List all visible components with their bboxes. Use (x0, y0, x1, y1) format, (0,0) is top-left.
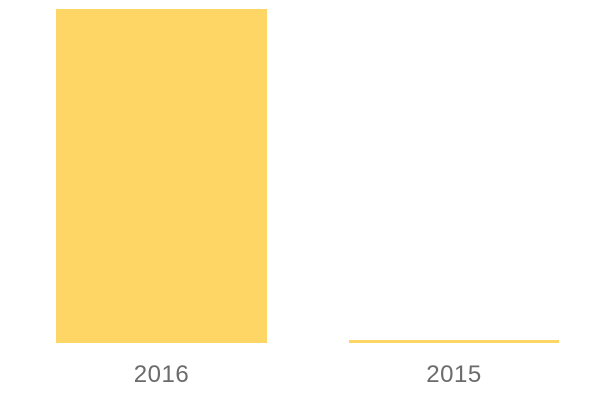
x-tick-label-2015: 2015 (426, 361, 482, 388)
x-tick-label-2016: 2016 (133, 361, 190, 388)
bar-2015 (349, 340, 559, 343)
bar-2016 (56, 9, 267, 343)
